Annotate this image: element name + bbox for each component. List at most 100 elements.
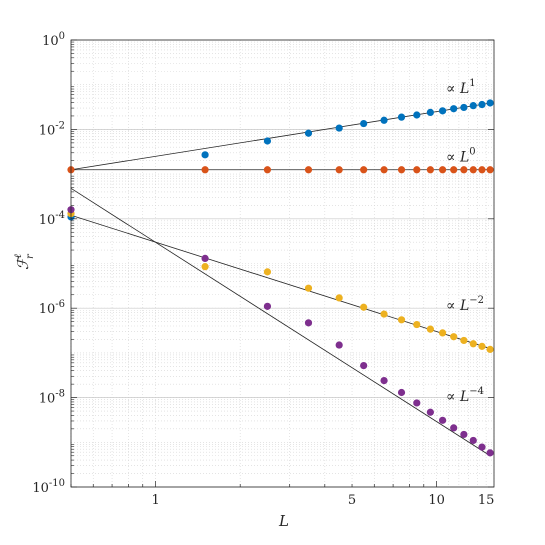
data-point bbox=[360, 166, 368, 174]
data-point bbox=[335, 124, 343, 132]
y-axis-label-main: ℱ bbox=[14, 255, 32, 270]
data-point bbox=[304, 319, 313, 327]
x-tick-label: 15 bbox=[478, 493, 495, 508]
data-point bbox=[478, 342, 486, 350]
y-axis-label: ℱℓr bbox=[13, 253, 36, 270]
trend-label-power: −4 bbox=[469, 386, 484, 397]
data-point bbox=[450, 166, 458, 174]
data-point bbox=[478, 100, 486, 109]
data-point bbox=[380, 310, 388, 318]
data-point bbox=[201, 263, 209, 271]
trend-label: ∝ L−4 bbox=[446, 386, 484, 405]
y-tick-label-base: 10 bbox=[32, 481, 49, 496]
data-point bbox=[263, 268, 272, 276]
trend-label-main: ∝ L bbox=[446, 298, 469, 314]
x-axis-label: L bbox=[278, 512, 289, 530]
trend-label-power: 0 bbox=[469, 147, 475, 158]
y-tick-label-exp: 0 bbox=[59, 31, 65, 42]
data-point bbox=[263, 166, 272, 174]
data-point bbox=[413, 399, 421, 407]
data-point bbox=[397, 316, 406, 324]
trend-label-power: 1 bbox=[469, 78, 475, 89]
data-point bbox=[438, 416, 447, 424]
data-point bbox=[335, 166, 343, 174]
data-point bbox=[469, 436, 477, 445]
y-tick-label-exp: -10 bbox=[49, 478, 65, 489]
y-tick-label: 10-2 bbox=[39, 120, 65, 138]
trend-label: ∝ L0 bbox=[446, 147, 476, 166]
trend-line bbox=[70, 214, 491, 349]
y-axis-label-sup: ℓ bbox=[13, 254, 24, 258]
data-point bbox=[460, 336, 468, 345]
trend-line bbox=[70, 188, 491, 457]
data-point bbox=[304, 166, 313, 174]
data-point bbox=[438, 329, 447, 337]
data-point bbox=[413, 111, 421, 119]
trend-label-main: ∝ L bbox=[446, 150, 469, 166]
data-point bbox=[460, 430, 468, 439]
y-axis-label-sub: r bbox=[25, 253, 36, 259]
data-point bbox=[360, 361, 368, 370]
y-tick-label-exp: -6 bbox=[55, 299, 65, 310]
data-point bbox=[380, 116, 388, 124]
data-point bbox=[380, 166, 388, 174]
data-point bbox=[397, 388, 406, 397]
x-tick-label: 1 bbox=[151, 493, 159, 508]
x-tick-label: 10 bbox=[428, 493, 445, 508]
data-point bbox=[426, 325, 434, 333]
data-point bbox=[335, 341, 343, 349]
y-tick-label-exp: -2 bbox=[55, 120, 65, 131]
data-point bbox=[335, 294, 343, 302]
data-point bbox=[263, 302, 272, 310]
data-point bbox=[304, 129, 313, 137]
data-point bbox=[450, 333, 458, 341]
trend-label-main: ∝ L bbox=[446, 81, 469, 97]
y-tick-label: 10-10 bbox=[32, 478, 65, 496]
data-point bbox=[360, 303, 368, 311]
plot-frame bbox=[70, 39, 495, 488]
y-tick-label: 10-6 bbox=[39, 299, 65, 317]
data-point bbox=[397, 166, 406, 174]
data-point bbox=[201, 254, 209, 263]
data-point bbox=[438, 166, 447, 174]
trend-label: ∝ L1 bbox=[446, 78, 476, 97]
data-point bbox=[486, 449, 494, 457]
data-point bbox=[450, 105, 458, 113]
trend-label-main: ∝ L bbox=[446, 389, 469, 405]
data-point bbox=[201, 166, 209, 174]
y-tick-label-exp: -8 bbox=[55, 389, 65, 400]
data-point bbox=[304, 284, 313, 292]
data-point bbox=[380, 377, 388, 385]
y-tick-label-base: 10 bbox=[42, 34, 59, 49]
svg-text:ℱℓr: ℱℓr bbox=[13, 253, 36, 270]
data-point bbox=[469, 102, 477, 110]
trend-label: ∝ L−2 bbox=[446, 295, 484, 314]
y-tick-label-base: 10 bbox=[39, 302, 56, 317]
data-point bbox=[426, 108, 434, 117]
data-point bbox=[397, 113, 406, 121]
data-point bbox=[413, 166, 421, 174]
annotations: ∝ L1∝ L0∝ L−2∝ L−4 bbox=[446, 78, 484, 405]
data-point bbox=[486, 345, 494, 353]
data-point bbox=[450, 424, 458, 432]
y-tick-label: 100 bbox=[42, 31, 65, 49]
data-point bbox=[469, 166, 477, 174]
data-points bbox=[67, 99, 494, 457]
data-point bbox=[263, 137, 272, 145]
data-point bbox=[469, 340, 477, 348]
y-tick-label-base: 10 bbox=[39, 123, 56, 138]
data-point bbox=[201, 151, 209, 159]
data-point bbox=[460, 166, 468, 174]
trend-label-power: −2 bbox=[469, 295, 484, 306]
data-point bbox=[413, 320, 421, 329]
y-tick-label: 10-8 bbox=[39, 389, 65, 407]
data-point bbox=[426, 166, 434, 174]
x-tick-label: 5 bbox=[348, 493, 356, 508]
data-point bbox=[460, 103, 468, 112]
data-point bbox=[478, 166, 486, 174]
y-tick-label-base: 10 bbox=[39, 213, 56, 228]
data-point bbox=[486, 166, 494, 174]
